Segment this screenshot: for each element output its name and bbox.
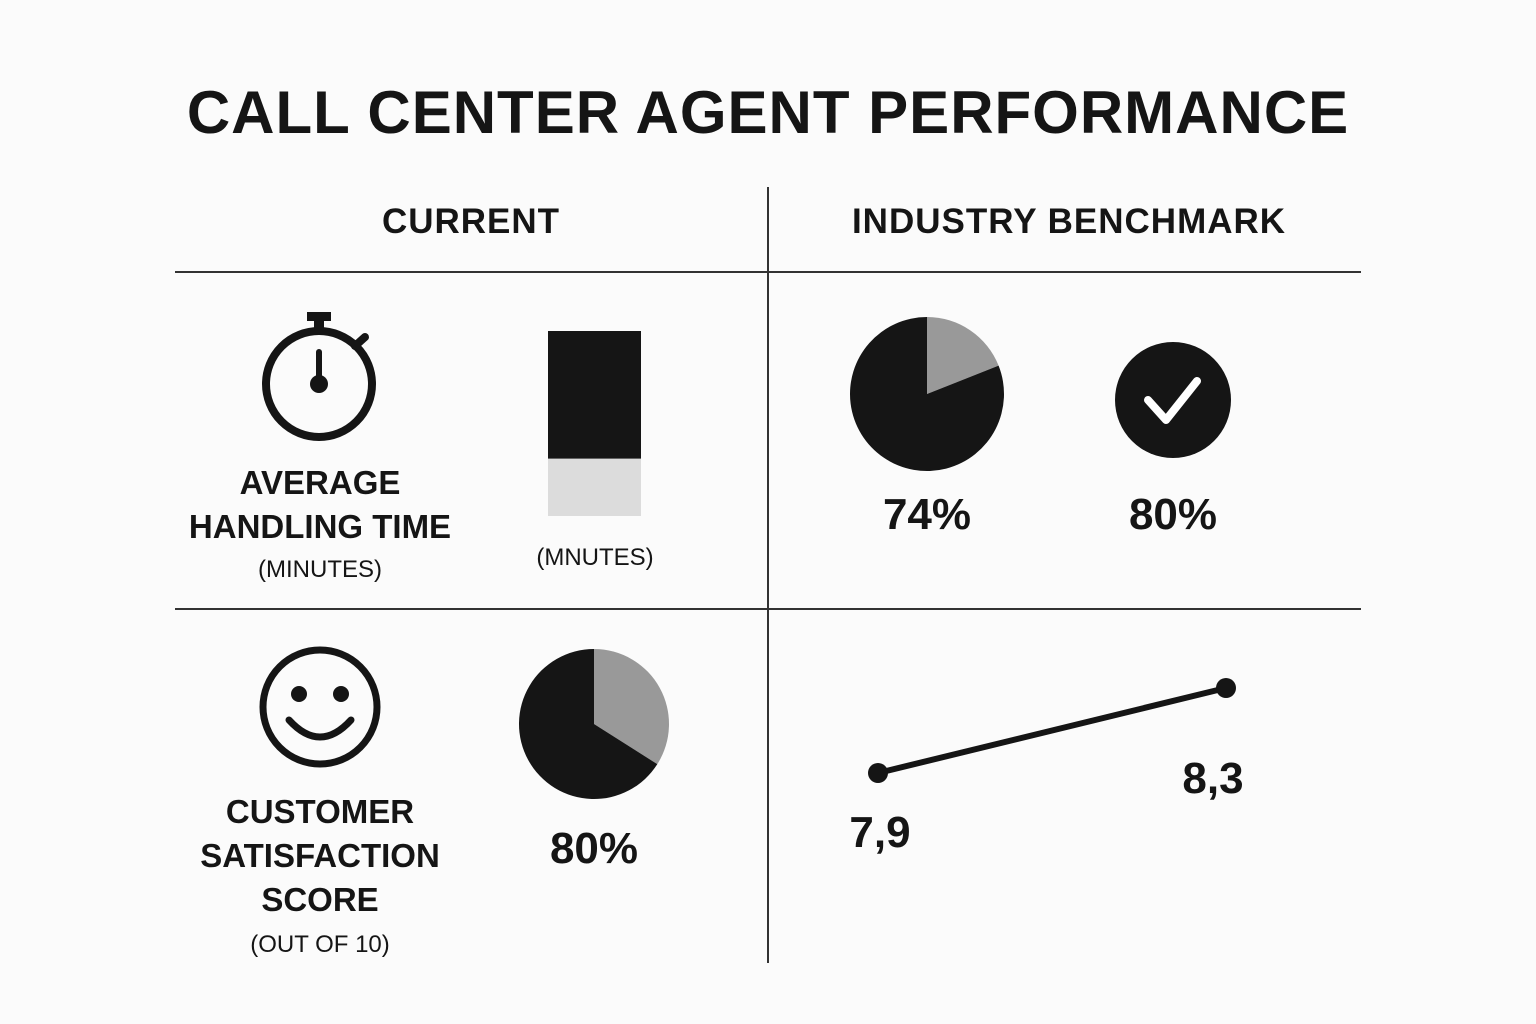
smiley-face-icon xyxy=(259,646,381,768)
csat-end-label: 8,3 xyxy=(1182,754,1244,803)
aht-benchmark-pie xyxy=(850,317,1004,471)
aht-bar-fill xyxy=(548,331,641,459)
csat-unit: (OUT OF 10) xyxy=(250,931,390,958)
csat-current-pie xyxy=(519,649,669,799)
aht-benchmark-check-label: 80% xyxy=(1128,490,1218,539)
csat-benchmark-line xyxy=(868,678,1236,783)
aht-current-bar xyxy=(548,331,641,516)
check-circle-icon xyxy=(1115,342,1231,458)
csat-point-2 xyxy=(1216,678,1236,698)
aht-benchmark-pie-slice-2 xyxy=(927,317,999,394)
column-divider xyxy=(767,187,769,963)
aht-unit: (MINUTES) xyxy=(258,556,382,583)
aht-bar-unit: (MNUTES) xyxy=(536,544,654,571)
aht-label-line1: AVERAGE xyxy=(239,464,401,501)
aht-label-line2: HANDLING TIME xyxy=(188,508,452,545)
page-title: CALL CENTER AGENT PERFORMANCE xyxy=(186,79,1350,146)
csat-label-line3: SCORE xyxy=(261,881,379,918)
csat-label-line2: SATISFACTION xyxy=(200,837,440,874)
csat-current-pie-slice-1 xyxy=(519,649,658,799)
csat-current-pie-label: 80% xyxy=(549,824,639,873)
aht-benchmark-pie-slice-1 xyxy=(850,317,1004,471)
csat-start-label: 7,9 xyxy=(849,808,911,857)
csat-point-1 xyxy=(868,763,888,783)
csat-label-line1: CUSTOMER xyxy=(225,793,415,830)
column-header-current: CURRENT xyxy=(381,202,561,241)
csat-series-line xyxy=(877,685,1227,776)
stopwatch-icon xyxy=(262,312,376,441)
column-header-benchmark: INDUSTRY BENCHMARK xyxy=(851,202,1287,241)
aht-benchmark-pie-label: 74% xyxy=(882,490,972,539)
csat-current-pie-slice-2 xyxy=(594,649,669,765)
